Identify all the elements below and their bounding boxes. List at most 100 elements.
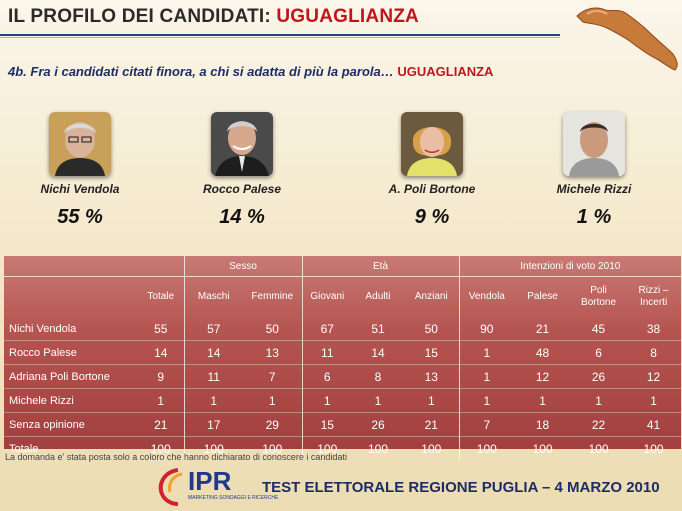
table-cell: 50 (265, 321, 279, 336)
candidate-percentage: 14 % (219, 206, 265, 228)
group-header-eta: Età (301, 256, 460, 277)
logo-text: IPR (188, 466, 232, 496)
candidate-percentage: 9 % (414, 206, 450, 228)
table-body: Nichi Vendola 55 57 50 67 51 50 90 21 45 38 Rocco P… (4, 317, 682, 460)
table-cell: 45 (591, 321, 606, 336)
row-label: Senza opinione (4, 412, 138, 437)
table-row: Adriana Poli Bortone 9 11 7 6 8 13 1 12 26 12 (4, 364, 682, 389)
question-main: 4b. Fra i candidati citati finora, a chi… (8, 64, 398, 79)
table-cell: 1 (626, 388, 682, 413)
table-group-header-row: Sesso Età Intenzioni di voto 2010 (4, 256, 682, 277)
table-cell: 50 (424, 321, 438, 336)
row-label: Adriana Poli Bortone (4, 364, 138, 389)
title-main: IL PROFILO DEI CANDIDATI: (8, 6, 277, 27)
table-corner (4, 256, 138, 277)
table-cell: 1 (301, 388, 353, 413)
table-cell: 1 (352, 388, 405, 413)
table-cell: 21 (138, 412, 184, 437)
table-cell: 29 (243, 412, 303, 437)
column-header: Totale (147, 291, 175, 302)
table-cell: 100 (183, 436, 243, 460)
candidate-card-rizzi: Michele Rizzi 1 % (524, 112, 664, 229)
table-cell: 14 (352, 340, 405, 365)
row-label: Nichi Vendola (9, 322, 77, 335)
table-cell: 90 (458, 317, 515, 341)
table-cell: 7 (458, 412, 515, 437)
table-cell: 1 (183, 388, 243, 413)
column-header: Femmine (251, 291, 294, 302)
table-cell: 1 (404, 388, 460, 413)
table-corner-sub (4, 277, 138, 318)
candidate-name: Michele Rizzi (556, 182, 632, 196)
table-cell: 100 (514, 436, 572, 460)
table-row: Nichi Vendola 55 57 50 67 51 50 90 21 45 38 (4, 317, 681, 341)
question-highlight: UGUAGLIANZA (397, 64, 494, 79)
column-header: Giovani (301, 276, 353, 317)
candidate-photo-vendola (49, 112, 111, 176)
ipr-logo-icon (158, 468, 183, 506)
table-row: Rocco Palese 14 14 13 11 14 15 1 48 6 8 (4, 340, 682, 365)
table-cell: 8 (352, 364, 405, 389)
candidate-card-palese: Rocco Palese 14 % (172, 112, 312, 229)
row-label: Rocco Palese (4, 340, 138, 365)
footer-title: TEST ELETTORALE REGIONE PUGLIA – 4 MARZO… (262, 479, 660, 496)
candidate-photo-palese (211, 112, 273, 176)
column-header: Adulti (365, 291, 391, 302)
table-row: Michele Rizzi 1 1 1 1 1 1 1 1 1 1 (4, 388, 682, 413)
table-cell: 21 (535, 321, 550, 336)
table-cell: 26 (571, 364, 627, 389)
title-highlight: UGUAGLIANZA (276, 6, 419, 27)
table-cell: 14 (183, 340, 243, 365)
logo-subtext: MARKETING SONDAGGI E RICERCHE (188, 495, 279, 501)
table-cell: 21 (404, 412, 460, 437)
table-cell: 55 (154, 321, 168, 336)
table-cell: 6 (301, 364, 353, 389)
column-header: Rizzi – Incerti (638, 285, 669, 308)
table-cell: 1 (514, 388, 572, 413)
column-header: Anziani (414, 291, 448, 302)
table-row: Totale 100 100 100 100 100 100 100 100 100 100 (4, 436, 682, 460)
table-column-header-row: Totale Maschi Femmine Giovani Adulti Anz… (4, 276, 681, 318)
puglia-map-icon (576, 7, 678, 71)
table-cell: 1 (571, 388, 627, 413)
table-cell: 15 (301, 412, 353, 437)
table-cell: 18 (514, 412, 572, 437)
table-cell: 12 (626, 364, 682, 389)
table-cell: 26 (352, 412, 405, 437)
candidate-card-poli-bortone: A. Poli Bortone 9 % (362, 112, 502, 229)
table-cell: 12 (514, 364, 572, 389)
table-cell: 38 (646, 321, 661, 336)
group-header-intenzioni: Intenzioni di voto 2010 (458, 256, 682, 277)
table-cell: 1 (138, 388, 184, 413)
table-cell: 67 (301, 317, 353, 341)
title-underline-light (0, 37, 560, 38)
candidate-percentage: 55 % (57, 206, 103, 228)
table-cell: 17 (183, 412, 243, 437)
page-title: IL PROFILO DEI CANDIDATI: UGUAGLIANZA (8, 6, 419, 28)
table-cell: 100 (571, 436, 627, 460)
table-cell: 9 (138, 364, 184, 389)
table-cell: 15 (404, 340, 460, 365)
candidate-name: A. Poli Bortone (388, 182, 476, 196)
table-cell: 13 (404, 364, 460, 389)
table-cell: 1 (243, 388, 303, 413)
column-header: Palese (527, 291, 558, 302)
table-cell: 100 (138, 436, 184, 460)
table-cell: 100 (404, 436, 460, 460)
table-cell: 14 (138, 340, 184, 365)
table-cell: 100 (458, 436, 515, 460)
table-cell: 1 (458, 340, 515, 365)
candidate-percentage: 1 % (576, 206, 612, 228)
table-cell: 41 (626, 412, 682, 437)
column-header: Maschi (183, 276, 243, 317)
question-text: 4b. Fra i candidati citati finora, a chi… (8, 64, 493, 79)
group-header-sesso: Sesso (183, 256, 303, 277)
table-cell: 13 (243, 340, 303, 365)
table-cell: 11 (301, 340, 353, 365)
results-table: Sesso Età Intenzioni di voto 2010 Totale… (4, 256, 682, 460)
column-header: Poli Bortone (581, 285, 617, 308)
row-label: Totale (4, 436, 138, 460)
table-cell: 1 (458, 388, 515, 413)
table-cell: 6 (571, 340, 627, 365)
